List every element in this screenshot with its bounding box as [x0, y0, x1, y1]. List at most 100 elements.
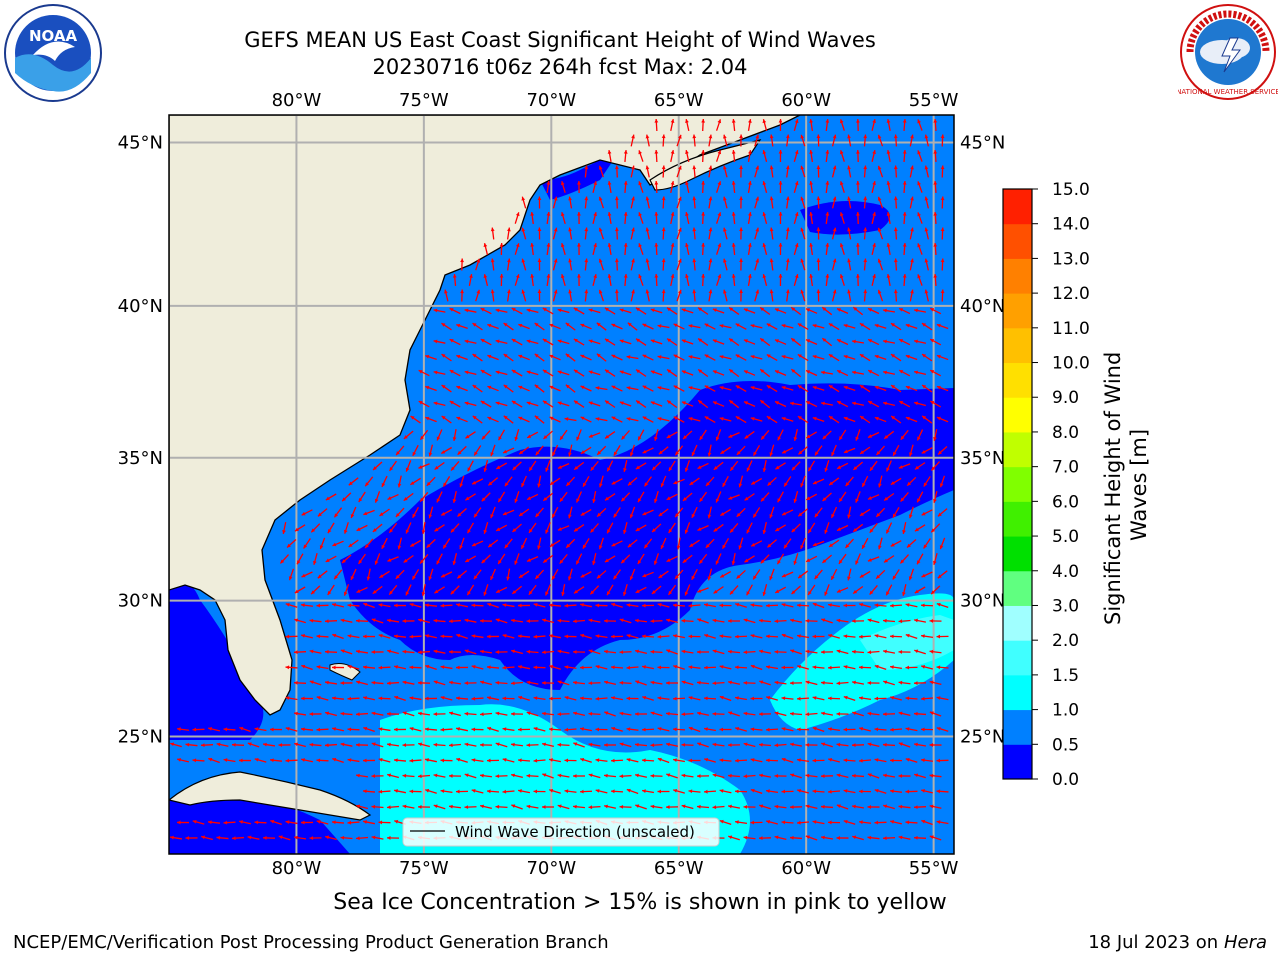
- wind-arrow-head: [503, 323, 508, 327]
- colorbar-segment: [1003, 327, 1032, 364]
- wind-arrow-head: [890, 634, 894, 639]
- wind-arrow-head: [723, 227, 727, 232]
- wind-arrow-head: [530, 243, 535, 247]
- wind-arrow-head: [939, 483, 944, 488]
- wind-arrow-head: [596, 574, 601, 579]
- wind-arrow-head: [418, 401, 423, 405]
- wind-arrow-head: [681, 773, 686, 778]
- wind-arrow-head: [325, 496, 330, 500]
- wind-arrow-head: [483, 591, 488, 596]
- wind-arrow-head: [791, 369, 796, 373]
- wind-arrow-head: [877, 134, 882, 139]
- wind-arrow-head: [777, 436, 782, 441]
- colorbar-segment: [1003, 605, 1032, 641]
- wind-arrow-head: [506, 289, 511, 294]
- wind-arrow-head: [790, 742, 794, 747]
- wind-arrow-head: [859, 634, 863, 639]
- wind-arrow-head: [490, 576, 494, 581]
- wind-arrow-head: [557, 680, 562, 685]
- wind-arrow-head: [626, 727, 631, 732]
- wind-arrow-head: [530, 212, 535, 216]
- wind-arrow-head: [886, 529, 890, 534]
- wind-arrow-head: [619, 711, 624, 716]
- wind-arrow-head: [836, 308, 841, 312]
- wind-arrow-head: [309, 618, 314, 623]
- wind-arrow-head: [595, 417, 600, 421]
- wind-arrow-head: [929, 835, 934, 840]
- wind-arrow-head: [425, 758, 429, 762]
- wind-arrow-head: [698, 400, 703, 405]
- wind-arrow-head: [890, 543, 895, 547]
- wind-arrow-head: [343, 529, 348, 534]
- wind-arrow-head: [378, 820, 383, 825]
- wind-arrow-head: [515, 212, 520, 217]
- wind-arrow-head: [533, 727, 538, 731]
- wind-arrow-head: [843, 354, 848, 359]
- wind-arrow-head: [930, 308, 935, 312]
- wind-arrow-head: [760, 559, 765, 564]
- wind-arrow-head: [537, 227, 542, 232]
- wind-arrow-head: [598, 545, 603, 550]
- wind-arrow-head: [325, 835, 330, 840]
- wind-arrow-head: [294, 650, 298, 655]
- wind-arrow-head: [728, 434, 733, 438]
- wind-arrow-head: [701, 119, 706, 123]
- wind-arrow-head: [898, 742, 903, 746]
- wind-arrow-head: [800, 289, 805, 294]
- wind-arrow-head: [588, 773, 593, 778]
- wind-arrow-head: [766, 665, 770, 669]
- wind-arrow-head: [588, 711, 593, 716]
- wind-arrow-head: [828, 758, 833, 762]
- wind-arrow-head: [456, 385, 461, 390]
- wind-arrow-head: [372, 589, 377, 594]
- wind-arrow-head: [890, 354, 895, 358]
- colorbar-tick-label: 0.0: [1052, 770, 1079, 790]
- wind-arrow-head: [490, 258, 495, 263]
- wind-arrow-head: [177, 727, 181, 732]
- wind-arrow-head: [717, 212, 722, 217]
- wind-arrow-head: [814, 575, 819, 580]
- wind-arrow-head: [914, 401, 919, 406]
- wind-arrow-head: [650, 308, 655, 313]
- wind-arrow-head: [707, 514, 712, 519]
- wind-arrow-head: [588, 339, 593, 344]
- colorbar-tick-label: 15.0: [1052, 180, 1090, 200]
- wind-arrow-head: [595, 634, 600, 639]
- wind-arrow-head: [371, 711, 376, 716]
- wind-arrow-head: [874, 354, 879, 359]
- wind-arrow-head: [839, 497, 843, 502]
- wind-arrow-head: [387, 805, 391, 810]
- wind-arrow-head: [607, 243, 612, 247]
- wind-arrow-head: [781, 633, 786, 638]
- wind-arrow-head: [862, 482, 866, 487]
- wind-arrow-head: [798, 450, 803, 455]
- wind-arrow-head: [939, 545, 944, 550]
- wind-arrow-head: [552, 513, 556, 518]
- wind-arrow-head: [697, 680, 701, 685]
- wind-arrow-head: [480, 712, 484, 717]
- wind-arrow-head: [890, 696, 895, 700]
- wind-arrow-head: [506, 258, 511, 263]
- wind-arrow-head: [604, 338, 609, 343]
- wind-arrow-head: [778, 150, 783, 154]
- wind-arrow-head: [223, 758, 228, 762]
- wind-arrow-head: [596, 322, 601, 327]
- wind-arrow-head: [825, 181, 830, 185]
- wind-arrow-head: [936, 385, 941, 390]
- wind-arrow-head: [371, 742, 376, 747]
- wind-arrow-head: [713, 589, 718, 594]
- wind-arrow-head: [863, 196, 868, 201]
- wind-arrow-head: [381, 482, 386, 487]
- wind-arrow-head: [924, 165, 929, 170]
- wind-arrow-head: [859, 696, 863, 701]
- wind-arrow-head: [867, 496, 872, 500]
- wind-arrow-head: [876, 574, 881, 579]
- wind-arrow-head: [631, 258, 635, 263]
- lon-label-bottom: 60°W: [781, 858, 831, 879]
- lon-label-top: 75°W: [399, 90, 449, 111]
- wind-arrow-head: [452, 560, 457, 565]
- wind-arrow-head: [750, 386, 755, 390]
- wind-arrow-head: [378, 789, 383, 794]
- wind-arrow-head: [845, 482, 850, 487]
- wind-arrow-head: [378, 696, 383, 701]
